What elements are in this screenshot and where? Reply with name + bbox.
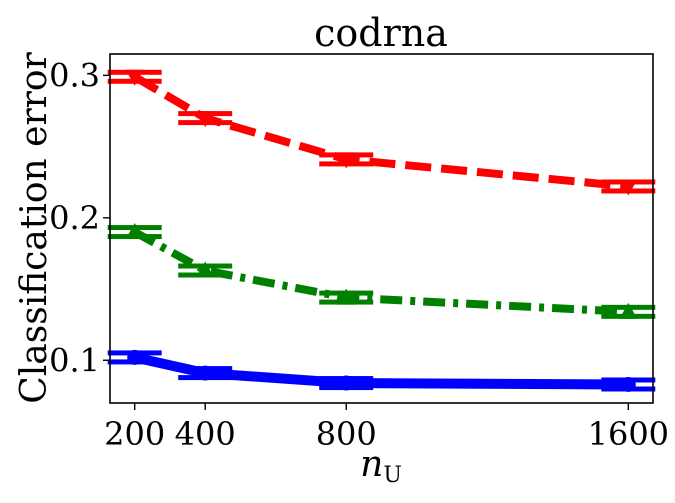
series-line-1: [132, 73, 629, 191]
y-tick-label: 0.2: [49, 199, 100, 237]
x-tick-label: 1600: [588, 415, 669, 453]
data-point: [337, 152, 356, 169]
y-axis-label: Classification error: [14, 51, 55, 403]
x-tick-label: 800: [316, 415, 377, 453]
plot-frame: [109, 53, 654, 404]
data-point: [125, 69, 144, 86]
data-point: [127, 349, 143, 365]
data-point: [619, 302, 638, 319]
x-tick-label: 200: [104, 415, 165, 453]
x-axis-label-sub: U: [383, 463, 402, 488]
y-tick-label: 0.3: [49, 56, 100, 94]
data-point: [619, 179, 638, 196]
data-point: [196, 111, 215, 128]
data-point: [338, 375, 354, 391]
chart-title: codrna: [314, 11, 448, 55]
data-point: [620, 376, 636, 392]
plot-area: 200 400 800 1600 0.1 0.2 0.3: [49, 56, 669, 453]
series-line-2: [132, 228, 629, 316]
data-point: [125, 223, 144, 240]
x-axis-label: nU: [360, 444, 402, 488]
data-point: [337, 288, 356, 305]
x-tick-label: 400: [175, 415, 236, 453]
data-point: [197, 365, 213, 381]
x-axis-label-base: n: [360, 444, 383, 485]
y-tick-label: 0.1: [49, 341, 100, 379]
series-line-3: [133, 352, 629, 390]
data-point: [196, 261, 215, 278]
